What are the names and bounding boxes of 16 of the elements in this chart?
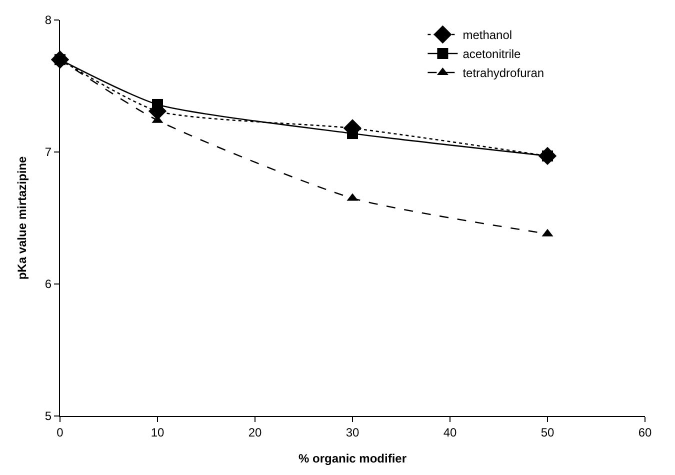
y-tick-label: 5	[44, 409, 52, 424]
legend-label: acetonitrile	[462, 47, 522, 62]
y-axis-title: pKa value mirtazipine	[15, 156, 30, 280]
x-axis-title: % organic modifier	[298, 451, 407, 466]
y-tick-label: 6	[44, 277, 52, 292]
legend-label: tetrahydrofuran	[462, 66, 544, 80]
x-tick-label: 10	[150, 425, 164, 440]
y-tick-label: 8	[44, 13, 52, 28]
x-tick-label: 20	[248, 425, 262, 440]
legend-label: methanol	[462, 28, 512, 42]
x-tick-label: 40	[443, 425, 457, 440]
x-tick-label: 60	[638, 425, 652, 440]
x-tick-label: 0	[56, 425, 64, 440]
y-tick-label: 7	[44, 145, 52, 160]
x-tick-label: 30	[346, 425, 360, 440]
x-tick-label: 50	[540, 425, 554, 440]
